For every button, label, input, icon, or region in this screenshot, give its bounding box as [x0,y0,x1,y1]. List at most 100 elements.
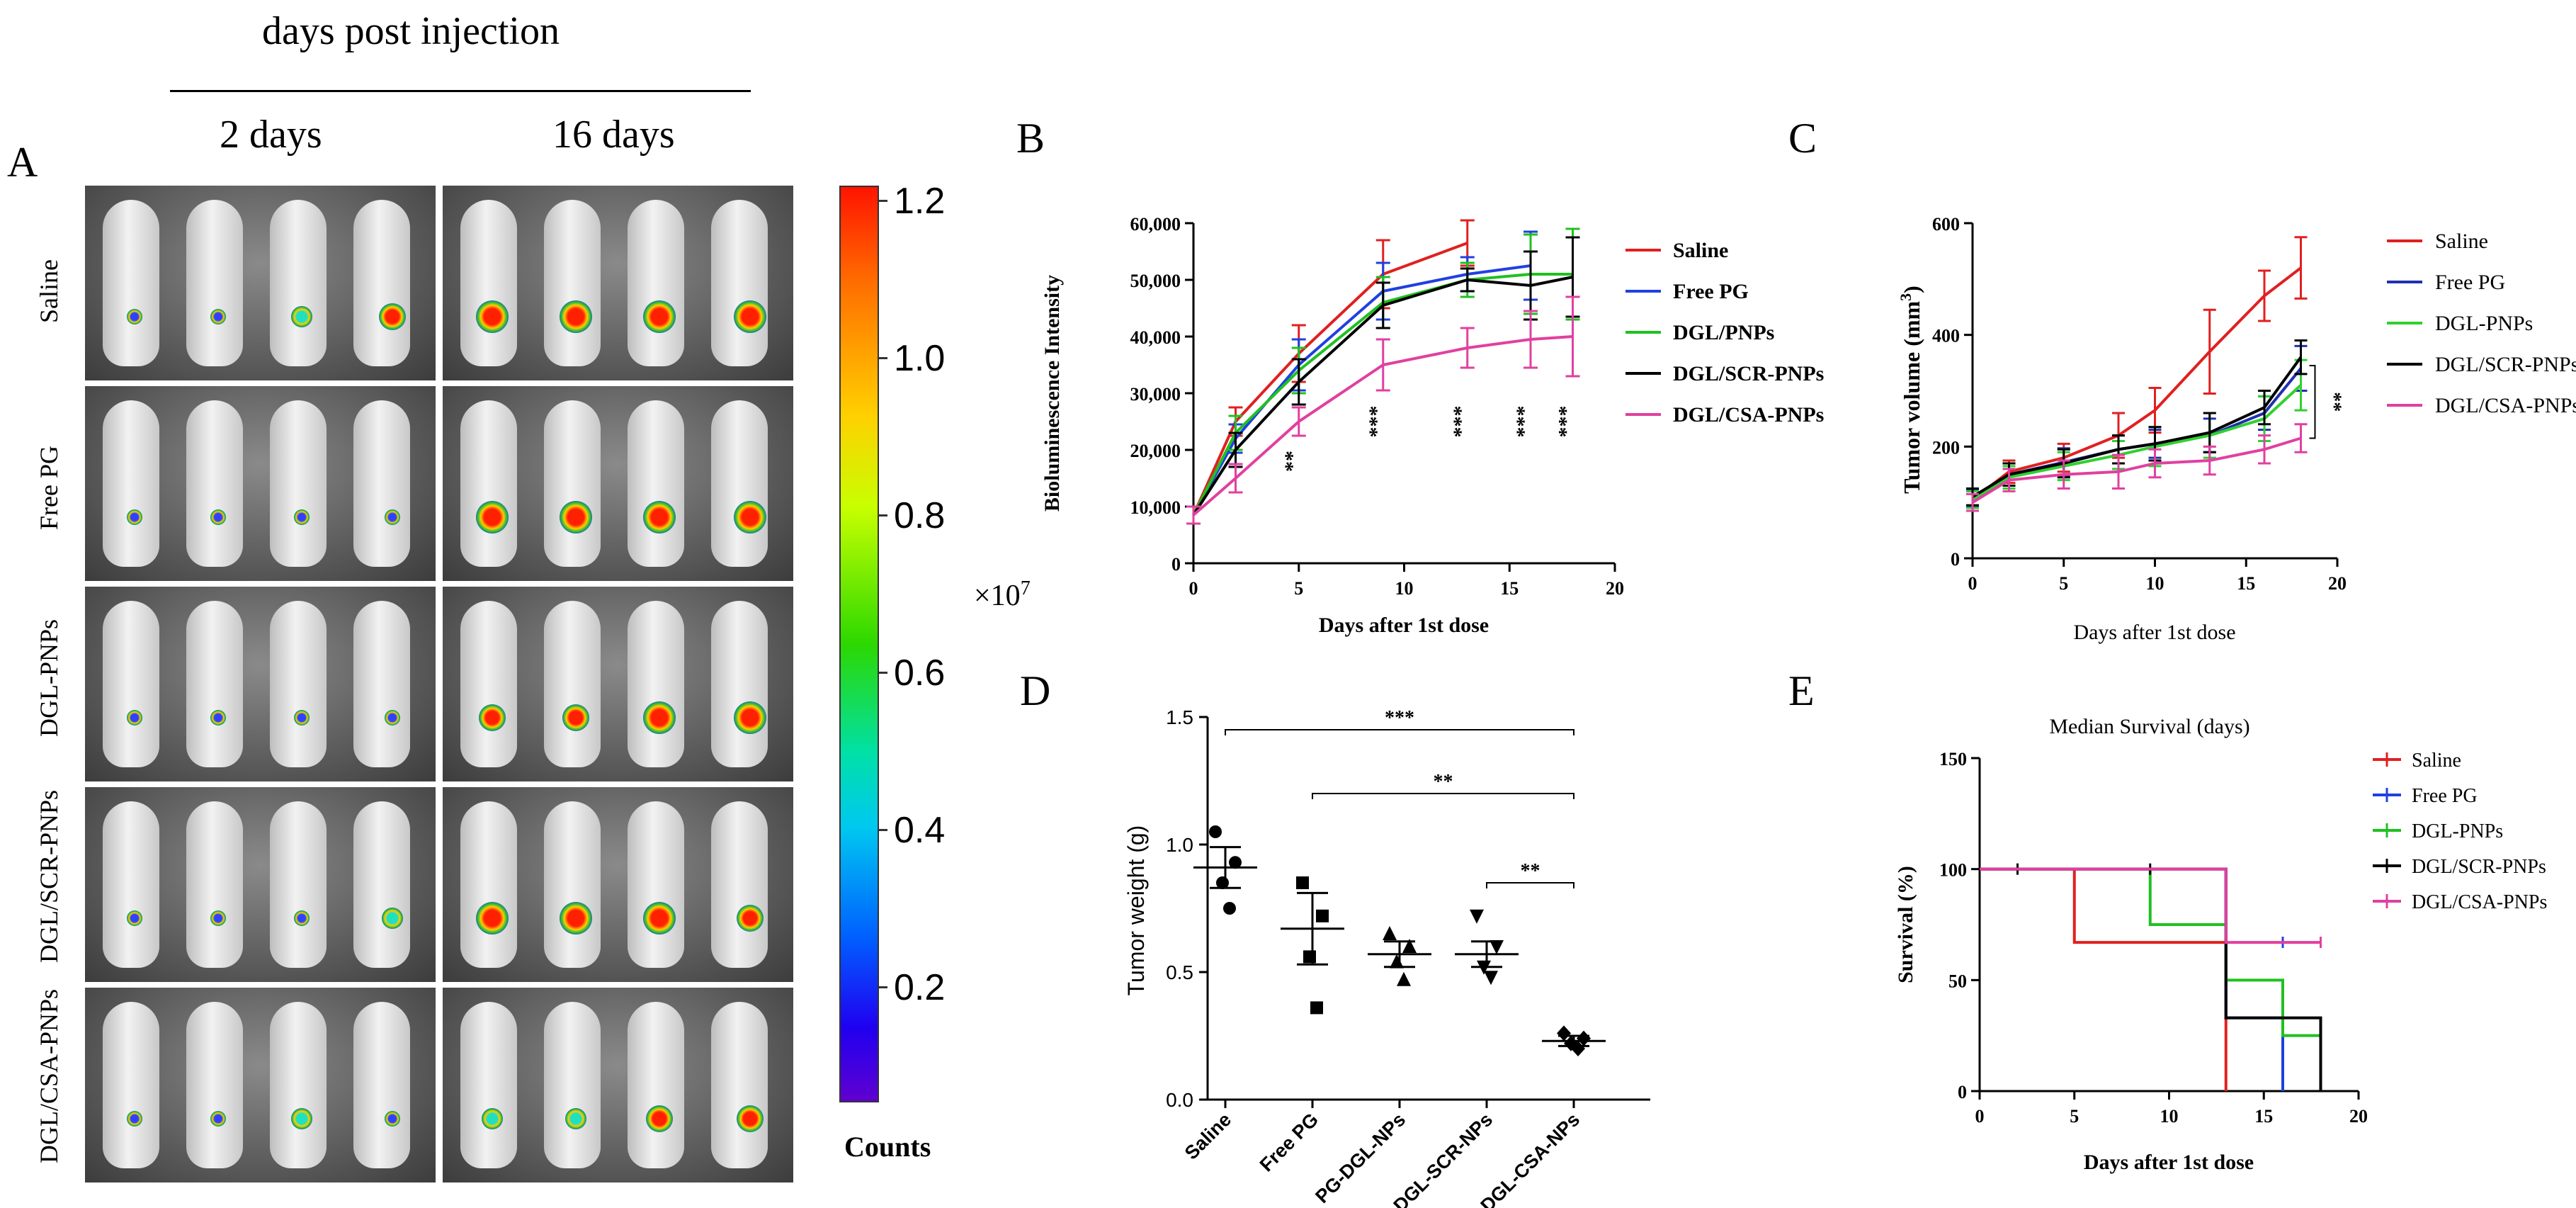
data-point [1303,950,1316,964]
y-axis-label-main: Tumor volume (mm [1899,300,1924,493]
data-point [1229,856,1242,869]
y-tick-label: 150 [1939,749,1967,769]
chart-d-tumor-weight: D 0.0 0.5 1.0 1.5 Tumor weight (g) Saline Free … [1020,667,1650,1208]
data-point [1490,940,1504,954]
colorbar-tick-mark [878,986,887,988]
mouse-silhouette [186,400,243,567]
mouse-silhouette [544,801,601,968]
bioluminescence-signal [734,300,766,333]
colorbar [839,186,879,1102]
panel-a-header: days post injection [262,9,560,53]
mouse-image-panel [85,587,436,781]
mouse-silhouette [544,200,601,366]
data-point [1390,954,1404,969]
legend-label: DGL/SCR-PNPs [1673,362,1824,385]
y-axis-label: Tumor volume (mm3) [1897,286,1924,494]
y-tick-label: 0.0 [1166,1089,1193,1111]
bioluminescence-signal [385,509,400,525]
bioluminescence-signal [127,910,142,926]
bioluminescence-signal [291,306,312,327]
mouse-silhouette [628,601,684,767]
legend-label: Free PG [2412,785,2478,807]
colorbar-tick-label: 0.2 [894,967,946,1008]
data-point [1397,971,1411,986]
x-tick-label: 15 [2254,1106,2273,1127]
x-axis-label: Days after 1st dose [2084,1151,2254,1174]
survival-curve [1980,867,2228,1091]
data-point [1223,902,1236,915]
row-label: Saline [35,259,63,323]
mouse-image-panel [85,186,436,380]
chart-e-survival: E Median Survival (days) 0 5 10 15 20 0 50 100 150… [1788,667,2547,1174]
mouse-silhouette [270,801,327,968]
bioluminescence-signal [476,902,509,935]
y-tick-label: 30,000 [1130,384,1181,405]
y-tick-label: 200 [1932,437,1960,458]
mouse-silhouette [270,1002,327,1168]
mouse-silhouette [628,200,684,366]
colorbar-tick-label: 0.8 [894,495,946,536]
col-label-16-days: 16 days [552,113,675,157]
y-tick-label: 50 [1948,971,1967,991]
data-point [1216,876,1229,889]
panel-label-a: A [7,139,38,186]
chart-b-bioluminescence: B 0 5 10 15 20 0 10,000 20,000 30,000 40,000 50,000… [1016,115,1824,637]
mouse-silhouette [103,801,159,968]
panel-label-d: D [1020,667,1050,714]
y-tick-label: 0 [1958,1082,1967,1102]
bioluminescence-signal [643,701,676,734]
significance-bracket [1312,793,1574,799]
x-tick-label: 15 [2237,573,2255,594]
bioluminescence-signal [737,905,764,932]
bioluminescence-signal [734,701,766,734]
y-axis-label: Tumor weight (g) [1123,825,1149,996]
mouse-silhouette [186,1002,243,1168]
x-tick-label: 5 [2070,1106,2079,1127]
significance-mark: *** [1365,406,1388,438]
mouse-silhouette [711,1002,768,1168]
data-point [1209,825,1222,838]
legend-label: Saline [1673,239,1728,262]
y-tick-label: 10,000 [1130,497,1181,518]
mouse-image-panel [443,587,793,781]
mouse-silhouette [103,1002,159,1168]
mouse-image-panel [443,787,793,982]
significance-mark: *** [1449,406,1473,438]
legend-label: Free PG [1673,280,1749,303]
x-tick-label: Saline [1181,1109,1235,1163]
x-tick-label: 20 [1606,578,1624,599]
x-axis-label: Days after 1st dose [2073,621,2235,644]
bioluminescence-signal [382,908,403,929]
bioluminescence-signal [127,1111,142,1127]
mouse-silhouette [353,400,410,567]
mouse-silhouette [544,1002,601,1168]
mouse-silhouette [270,400,327,567]
x-tick-label: 20 [2328,573,2347,594]
bioluminescence-signal [476,501,509,534]
row-label: DGL-PNPs [35,619,63,737]
colorbar-tick-mark [878,200,887,202]
bioluminescence-signal [379,303,406,330]
y-axis-label: Bioluminescence Intensity [1040,275,1064,512]
data-point [1571,1041,1585,1056]
bioluminescence-signal [294,710,310,726]
legend-label: Free PG [2435,271,2505,294]
significance-mark: *** [1385,707,1414,729]
significance-mark: ** [1521,860,1541,882]
data-point [1477,960,1491,975]
legend-label: DGL/CSA-PNPs [2435,394,2576,417]
bioluminescence-signal [646,1105,673,1132]
bioluminescence-signal [643,902,676,935]
panel-label-e: E [1788,667,1815,714]
mouse-image-panel [85,988,436,1182]
data-point [1296,876,1309,889]
data-point [1310,1001,1323,1015]
y-tick-label: 400 [1932,326,1960,346]
mouse-silhouette [353,1002,410,1168]
mouse-silhouette [460,200,517,366]
colorbar-tick-mark [878,672,887,674]
bioluminescence-signal [482,1108,503,1129]
header-underline [170,90,751,92]
mouse-silhouette [186,801,243,968]
x-tick-label: Free PG [1256,1109,1322,1175]
